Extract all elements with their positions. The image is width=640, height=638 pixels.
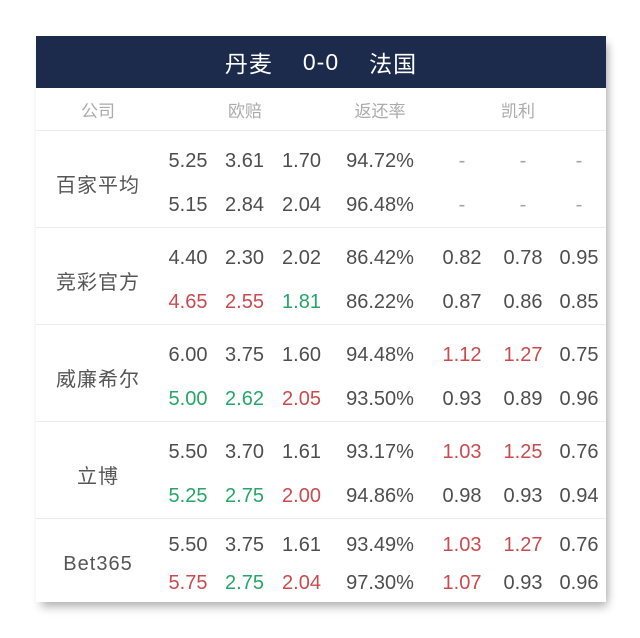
odds-cell: 2.75: [225, 484, 264, 507]
odds-cell: 2.05: [282, 387, 321, 410]
away-team-name: 法国: [369, 51, 418, 77]
odds-cell: 5.75: [168, 571, 208, 594]
bookmaker-row[interactable]: 威廉希尔 6.00 3.75 1.60 94.48% 1.12 1.27 0.75 5.00 2.…: [36, 324, 606, 421]
column-header-odds: 欧赔: [228, 101, 262, 121]
kelly-cell: 0.76: [559, 440, 599, 463]
kelly-cell: 1.03: [442, 440, 482, 463]
return-rate-cell: 96.48%: [346, 193, 414, 216]
odds-cell: 2.30: [225, 246, 264, 269]
kelly-cell: -: [458, 149, 466, 172]
kelly-cell: 0.85: [559, 290, 599, 313]
odds-cell: 2.04: [282, 571, 321, 594]
odds-cell: 5.25: [168, 484, 208, 507]
kelly-cell: 1.03: [442, 534, 482, 557]
kelly-cell: -: [575, 193, 583, 216]
kelly-cell: 0.76: [559, 534, 599, 557]
kelly-cell: 0.75: [559, 343, 599, 366]
odds-cell: 2.55: [225, 290, 264, 313]
odds-cell: 2.02: [282, 246, 321, 269]
kelly-cell: -: [575, 149, 583, 172]
return-rate-cell: 93.49%: [346, 534, 414, 557]
kelly-cell: 1.27: [503, 343, 543, 366]
kelly-cell: 0.78: [503, 246, 543, 269]
company-name: 威廉希尔: [56, 368, 140, 391]
company-name: 百家平均: [56, 174, 140, 197]
odds-cell: 2.75: [225, 571, 264, 594]
odds-cell: 3.75: [225, 534, 264, 557]
odds-cell: 5.50: [168, 440, 208, 463]
kelly-cell: 0.86: [503, 290, 543, 313]
kelly-cell: 0.96: [559, 387, 599, 410]
return-rate-cell: 94.86%: [346, 484, 414, 507]
return-rate-cell: 86.42%: [346, 246, 414, 269]
kelly-cell: 0.89: [503, 387, 543, 410]
kelly-cell: -: [458, 193, 466, 216]
odds-cell: 1.70: [282, 149, 321, 172]
odds-cell: 5.25: [168, 149, 208, 172]
odds-cell: 4.65: [168, 290, 208, 313]
kelly-cell: 0.95: [559, 246, 599, 269]
bookmaker-row[interactable]: 竞彩官方 4.40 2.30 2.02 86.42% 0.82 0.78 0.95 4.65 2.…: [36, 227, 606, 324]
kelly-cell: -: [519, 193, 527, 216]
return-rate-cell: 86.22%: [346, 290, 414, 313]
kelly-cell: 0.94: [559, 484, 599, 507]
odds-cell: 2.62: [225, 387, 264, 410]
odds-cell: 6.00: [168, 343, 208, 366]
odds-cell: 2.84: [225, 193, 264, 216]
home-team-name: 丹麦: [224, 51, 273, 77]
column-header-kelly: 凯利: [501, 101, 535, 121]
odds-cell: 3.75: [225, 343, 264, 366]
bookmaker-row[interactable]: Bet365 5.50 3.75 1.61 93.49% 1.03 1.27 0.76 5.75…: [36, 518, 606, 602]
odds-cell: 4.40: [168, 246, 208, 269]
match-score: 0-0: [302, 48, 340, 75]
bookmaker-rows: 百家平均 5.25 3.61 1.70 94.72% - - - 5.15 2.84 2.04 96.…: [36, 130, 606, 602]
odds-cell: 3.70: [225, 440, 264, 463]
match-header: 丹麦 0-0 法国: [36, 36, 606, 88]
kelly-cell: 0.93: [442, 387, 482, 410]
return-rate-cell: 94.48%: [346, 343, 414, 366]
column-header-company: 公司: [81, 101, 115, 121]
column-header-return-rate: 返还率: [354, 101, 406, 121]
odds-cell: 2.00: [282, 484, 321, 507]
kelly-cell: 0.82: [442, 246, 482, 269]
company-name: Bet365: [63, 553, 133, 575]
bookmaker-row[interactable]: 百家平均 5.25 3.61 1.70 94.72% - - - 5.15 2.84 2.04 96.…: [36, 130, 606, 227]
kelly-cell: 0.87: [442, 290, 482, 313]
odds-cell: 1.61: [282, 534, 321, 557]
kelly-cell: 0.93: [503, 571, 543, 594]
column-header-row: 公司 欧赔 返还率 凯利: [36, 88, 606, 130]
return-rate-cell: 94.72%: [346, 149, 414, 172]
odds-cell: 5.15: [168, 193, 208, 216]
odds-cell: 5.50: [168, 534, 208, 557]
company-name: 竞彩官方: [56, 271, 140, 294]
kelly-cell: 1.27: [503, 534, 543, 557]
company-name: 立博: [77, 465, 119, 488]
odds-cell: 2.04: [282, 193, 321, 216]
kelly-cell: 0.98: [442, 484, 482, 507]
return-rate-cell: 93.17%: [346, 440, 414, 463]
odds-cell: 5.00: [168, 387, 208, 410]
kelly-cell: 0.96: [559, 571, 599, 594]
kelly-cell: 0.93: [503, 484, 543, 507]
return-rate-cell: 93.50%: [346, 387, 414, 410]
kelly-cell: -: [519, 149, 527, 172]
kelly-cell: 1.07: [442, 571, 482, 594]
odds-cell: 1.60: [282, 343, 321, 366]
odds-cell: 1.81: [282, 290, 321, 313]
return-rate-cell: 97.30%: [346, 571, 414, 594]
kelly-cell: 1.25: [503, 440, 543, 463]
bookmaker-row[interactable]: 立博 5.50 3.70 1.61 93.17% 1.03 1.25 0.76 5.25 2.75…: [36, 421, 606, 518]
kelly-cell: 1.12: [442, 343, 482, 366]
odds-comparison-card: 丹麦 0-0 法国 公司 欧赔 返还率 凯利 百家平均 5.25 3.61 1.70 9…: [36, 36, 606, 602]
odds-cell: 3.61: [225, 149, 264, 172]
odds-cell: 1.61: [282, 440, 321, 463]
